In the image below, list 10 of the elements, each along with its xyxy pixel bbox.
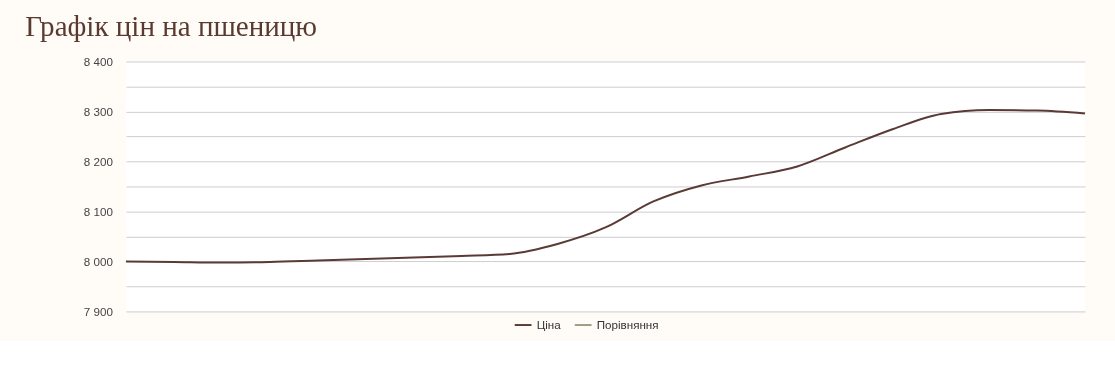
chart-title: Графік цін на пшеницю [25, 10, 318, 43]
legend-label: Порівняння [596, 317, 659, 331]
line-series [124, 109, 1086, 264]
y-tick-label: 7 900 [83, 304, 113, 318]
y-tick-label: 8 000 [83, 254, 113, 268]
y-tick-label: 8 200 [83, 154, 113, 168]
y-tick-label: 8 400 [83, 54, 113, 68]
legend-label: Ціна [536, 317, 562, 331]
y-tick-label: 8 100 [83, 204, 113, 218]
y-tick-label: 8 300 [83, 104, 113, 118]
